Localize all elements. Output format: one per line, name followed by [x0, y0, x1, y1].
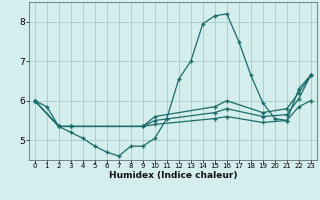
X-axis label: Humidex (Indice chaleur): Humidex (Indice chaleur)	[108, 171, 237, 180]
